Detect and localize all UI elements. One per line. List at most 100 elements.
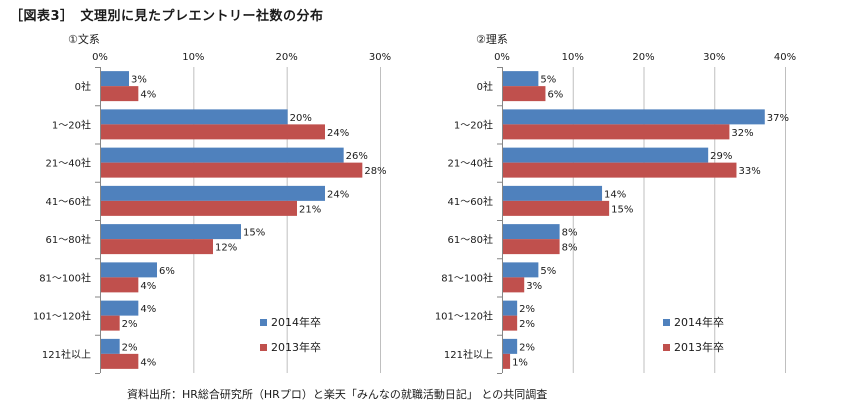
category-label: 61～80社 — [448, 233, 493, 246]
data-label: 6% — [159, 266, 175, 277]
x-tick-label: 30% — [703, 52, 725, 63]
legend-swatch-2014 — [663, 319, 670, 326]
bar-2014 — [503, 109, 765, 125]
bar-2013 — [503, 353, 511, 369]
x-tick-label: 10% — [182, 52, 204, 63]
bar-2013 — [101, 162, 363, 178]
category-label: 21～40社 — [448, 157, 493, 170]
source-note: 資料出所：HR総合研究所（HRプロ）と楽天「みんなの就職活動日記」 との共同調査 — [127, 388, 548, 401]
bar-2013 — [503, 124, 730, 140]
bar-2014 — [101, 338, 120, 354]
bar-2014 — [101, 147, 344, 163]
x-tick-label: 0% — [92, 52, 108, 63]
data-label: 12% — [215, 243, 237, 254]
x-tick-label: 30% — [369, 52, 391, 63]
category-label: 1～20社 — [52, 118, 91, 131]
legend-label-2014: 2014年卒 — [271, 315, 321, 329]
bar-2013 — [101, 86, 139, 102]
bar-2014 — [503, 185, 603, 201]
data-label: 24% — [327, 128, 349, 139]
data-label: 33% — [738, 166, 760, 177]
data-label: 8% — [562, 243, 578, 254]
data-label: 3% — [131, 75, 147, 86]
category-label: 41～60社 — [46, 195, 91, 208]
bar-2014 — [503, 300, 518, 316]
bar-2014 — [503, 262, 539, 278]
data-label: 1% — [512, 357, 528, 368]
category-label: 121社以上 — [42, 348, 91, 361]
data-label: 24% — [327, 189, 349, 200]
category-label: 81～100社 — [441, 271, 493, 284]
data-label: 2% — [122, 319, 138, 330]
legend-label-2014: 2014年卒 — [674, 315, 724, 329]
category-label: 81～100社 — [39, 271, 91, 284]
data-label: 37% — [767, 113, 789, 124]
bar-2013 — [101, 239, 213, 255]
chart-title-bunkei: ①文系 — [68, 32, 100, 46]
x-tick-label: 20% — [276, 52, 298, 63]
bar-2014 — [101, 262, 157, 278]
chart-title-rikei: ②理系 — [476, 33, 508, 46]
x-tick-label: 40% — [774, 52, 796, 63]
category-label: 101～120社 — [435, 310, 493, 323]
bar-2013 — [503, 315, 518, 331]
bar-2014 — [503, 224, 560, 240]
category-label: 0社 — [75, 80, 91, 93]
legend-label-2013: 2013年卒 — [271, 340, 321, 354]
category-label: 61～80社 — [46, 233, 91, 246]
legend-swatch-2014 — [260, 319, 267, 326]
legend-swatch-2013 — [663, 344, 670, 351]
category-label: 1～20社 — [454, 118, 493, 131]
data-label: 15% — [611, 204, 633, 215]
bar-2013 — [503, 200, 610, 216]
bar-2013 — [101, 353, 139, 369]
figure-title: ［図表3］ 文理別に見たプレエントリー社数の分布 — [10, 9, 324, 24]
data-label: 6% — [547, 90, 563, 101]
data-label: 14% — [604, 189, 626, 200]
data-label: 4% — [140, 281, 156, 292]
data-label: 2% — [122, 342, 138, 353]
bar-2014 — [101, 185, 325, 201]
bar-2014 — [101, 71, 129, 87]
data-label: 26% — [346, 151, 368, 162]
legend-swatch-2013 — [260, 344, 267, 351]
data-label: 21% — [299, 204, 321, 215]
data-label: 4% — [140, 90, 156, 101]
category-label: 0社 — [477, 80, 493, 93]
x-tick-label: 20% — [632, 52, 654, 63]
category-label: 21～40社 — [46, 157, 91, 170]
bar-2014 — [503, 71, 539, 87]
legend-label-2013: 2013年卒 — [674, 340, 724, 354]
data-label: 2% — [519, 304, 535, 315]
bar-2013 — [101, 315, 120, 331]
data-label: 8% — [562, 228, 578, 239]
data-label: 2% — [519, 342, 535, 353]
data-label: 5% — [540, 75, 556, 86]
data-label: 32% — [731, 128, 753, 139]
category-label: 121社以上 — [444, 348, 493, 361]
bar-2013 — [503, 162, 737, 178]
data-label: 15% — [243, 228, 265, 239]
data-label: 3% — [526, 281, 542, 292]
data-label: 20% — [290, 113, 312, 124]
data-label: 28% — [364, 166, 386, 177]
category-label: 41～60社 — [448, 195, 493, 208]
bar-2014 — [101, 300, 139, 316]
bar-2014 — [503, 338, 518, 354]
data-label: 4% — [140, 357, 156, 368]
bar-2013 — [503, 277, 525, 293]
bar-2014 — [101, 224, 241, 240]
bar-2013 — [101, 200, 297, 216]
bar-2013 — [101, 277, 139, 293]
data-label: 2% — [519, 319, 535, 330]
data-label: 4% — [140, 304, 156, 315]
bar-2013 — [101, 124, 325, 140]
bar-2014 — [503, 147, 709, 163]
data-label: 5% — [540, 266, 556, 277]
category-label: 101～120社 — [33, 310, 91, 323]
data-label: 29% — [710, 151, 732, 162]
x-tick-label: 10% — [562, 52, 584, 63]
bar-2013 — [503, 86, 546, 102]
